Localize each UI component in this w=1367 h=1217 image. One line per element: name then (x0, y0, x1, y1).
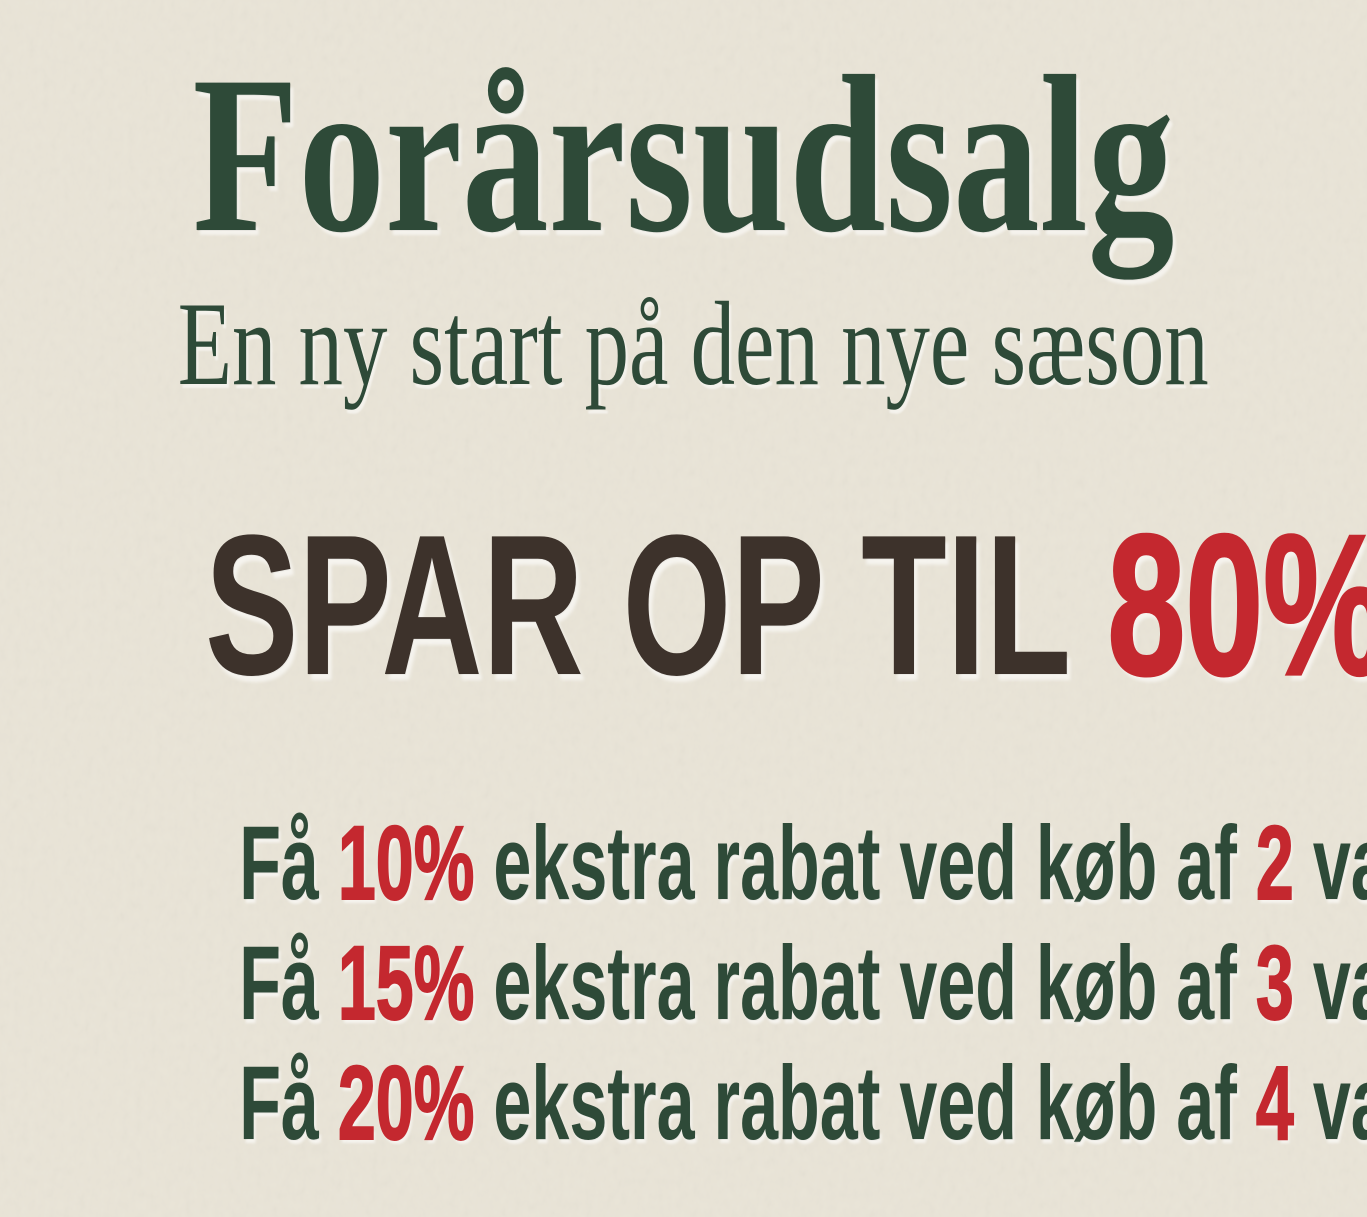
offer-prefix: Få (239, 805, 319, 922)
offer-quantity: 3 (1255, 924, 1294, 1043)
offer-quantity: 2 (1255, 804, 1294, 923)
offer-line-3: Få 20% ekstra rabat ved køb af 4 varer (239, 1044, 1367, 1164)
offer-discount: 10% (337, 804, 475, 923)
offer-prefix: Få (239, 1045, 319, 1162)
offer-line-2: Få 15% ekstra rabat ved køb af 3 varer (239, 924, 1367, 1044)
offer-suffix: varer (1312, 1045, 1367, 1162)
offer-prefix: Få (239, 925, 319, 1042)
sale-title: Forårsudsalg (192, 29, 1175, 279)
offer-suffix: varer (1312, 925, 1367, 1042)
offer-discount: 15% (337, 924, 475, 1043)
offer-text: ekstra rabat ved køb af (493, 1045, 1237, 1162)
offer-discount: 20% (337, 1044, 475, 1163)
offer-text: ekstra rabat ved køb af (493, 805, 1237, 922)
offer-line-1: Få 10% ekstra rabat ved køb af 2 varer (239, 804, 1367, 924)
sale-subtitle: En ny start på den nye sæson (177, 277, 1209, 410)
offer-list: Få 10% ekstra rabat ved køb af 2 varer F… (0, 804, 1367, 1164)
headline-discount-max: 80% (1106, 494, 1367, 717)
headline-prefix: SPAR OP TIL (205, 494, 1069, 717)
offer-quantity: 4 (1255, 1044, 1294, 1163)
offer-suffix: varer (1312, 805, 1367, 922)
offer-text: ekstra rabat ved køb af (493, 925, 1237, 1042)
savings-headline: SPAR OP TIL 80% (205, 504, 1367, 707)
